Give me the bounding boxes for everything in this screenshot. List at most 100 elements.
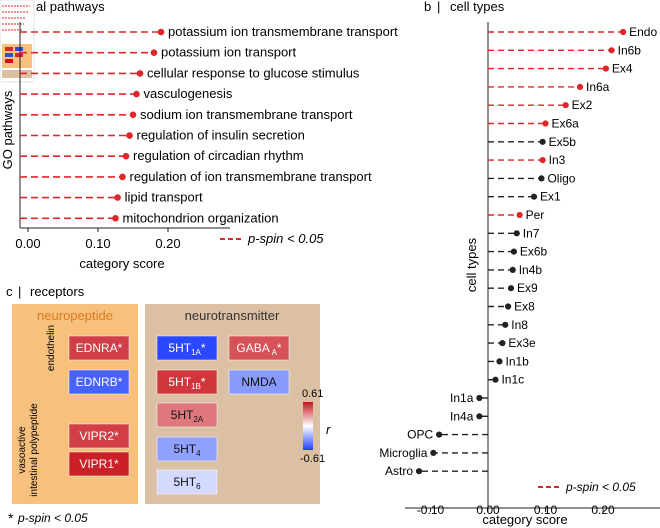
celltype-label: In1a xyxy=(450,391,474,405)
celltype-label: OPC xyxy=(407,428,433,442)
panel-c-title: receptors xyxy=(30,284,85,299)
group-vip-line1: vasoactive xyxy=(17,426,28,474)
celltype-label: Astro xyxy=(385,464,413,478)
celltype-label: Ex3e xyxy=(508,336,536,350)
colorbar-max: 0.61 xyxy=(302,388,323,400)
pathway-point xyxy=(122,152,130,160)
receptor-tile xyxy=(68,451,130,477)
celltype-label: Per xyxy=(526,208,545,222)
celltype-point xyxy=(602,65,609,72)
pathway-label: regulation of insulin secretion xyxy=(137,128,305,143)
pathway-point xyxy=(136,70,144,77)
celltype-point xyxy=(476,394,483,402)
panel-a-ylabel: GO pathways xyxy=(0,90,15,169)
receptor-label: VIPR1* xyxy=(79,457,119,471)
celltype-label: In8 xyxy=(511,318,528,332)
receptor-tile xyxy=(156,335,218,361)
receptor-label: NMDA xyxy=(241,375,276,389)
celltype-label: Ex6a xyxy=(552,117,580,131)
panel-a-xlabel: category score xyxy=(79,256,164,271)
group-vip-line2: intestinal polypeptide xyxy=(29,403,40,497)
receptor-label: 5HT4 xyxy=(173,442,201,458)
celltype-label: Ex8 xyxy=(514,300,535,314)
receptor-tile xyxy=(228,369,290,395)
panel-c-heatmap: c | receptors neuropeptide neurotransmit… xyxy=(6,284,331,526)
neurotransmitter-title: neurotransmitter xyxy=(185,308,280,323)
panel-a-xtick-label: 0.00 xyxy=(15,236,40,251)
celltype-point xyxy=(507,285,515,292)
colorbar xyxy=(303,402,313,450)
receptor-label: 5HT1B* xyxy=(168,375,205,391)
panel-b-chart: b | cell types cell types Endo In6b Ex4In6… xyxy=(379,0,660,527)
panel-a-title: al pathways xyxy=(36,0,105,14)
celltype-label: In6a xyxy=(586,80,610,94)
colorbar-min: -0.61 xyxy=(300,453,325,465)
celltype-point xyxy=(492,376,499,383)
pathway-point xyxy=(119,173,126,181)
celltype-label: Ex9 xyxy=(517,281,538,295)
celltype-label: In7 xyxy=(523,226,540,240)
celltype-label: Ex2 xyxy=(572,98,593,112)
pathway-point xyxy=(126,132,133,139)
receptor-tile xyxy=(156,469,218,495)
celltype-label: Ex6b xyxy=(520,245,548,259)
panel-b-separator: | xyxy=(437,0,440,14)
pathway-label: potassium ion transport xyxy=(161,45,297,60)
panel-b-xtick-label: 0.10 xyxy=(534,503,558,517)
pathway-point xyxy=(150,49,158,56)
celltype-point xyxy=(509,266,516,273)
panel-a-xtick-label: 0.10 xyxy=(85,236,110,251)
celltype-point xyxy=(430,449,437,456)
receptor-label: 5HT2A xyxy=(171,408,204,424)
pathway-label: cellular response to glucose stimulus xyxy=(147,65,360,80)
panel-b-label: b xyxy=(424,0,431,14)
celltype-label: Endo xyxy=(629,25,657,39)
pathway-label: potassium ion transmembrane transport xyxy=(168,24,398,39)
receptor-tile xyxy=(68,369,130,395)
pathway-label: lipid transport xyxy=(125,190,203,205)
celltype-point xyxy=(499,340,506,347)
pathway-label: vasculogenesis xyxy=(144,86,233,101)
celltype-point xyxy=(510,248,517,255)
panel-b-xtick-label: -0.10 xyxy=(417,503,445,517)
panel-b-xtick-label: 0.00 xyxy=(476,503,500,517)
celltype-label: In4a xyxy=(450,409,474,423)
pathway-point xyxy=(129,111,137,119)
receptor-label: VIPR2* xyxy=(79,429,119,443)
celltype-point xyxy=(542,120,549,127)
footnote-star: * xyxy=(8,510,14,526)
celltype-point xyxy=(530,193,538,200)
panel-c-separator: | xyxy=(18,284,21,299)
celltype-point xyxy=(436,431,443,438)
pathway-label: sodium ion transmembrane transport xyxy=(140,107,353,122)
group-endothelin: endothelin xyxy=(46,325,57,371)
panel-b-title: cell types xyxy=(450,0,505,14)
celltype-point xyxy=(608,47,615,54)
panel-b-xlabel: category score xyxy=(482,512,567,527)
celltype-label: In3 xyxy=(549,153,566,167)
celltype-label: Ex4 xyxy=(612,62,633,76)
celltype-point xyxy=(620,28,627,36)
pathway-point xyxy=(112,215,119,222)
celltype-label: In4b xyxy=(519,263,543,277)
receptor-tile xyxy=(68,423,130,449)
neuropeptide-title: neuropeptide xyxy=(37,308,113,323)
colorbar-label: r xyxy=(326,422,331,437)
celltype-point xyxy=(513,230,520,237)
celltype-point xyxy=(505,303,512,310)
panel-b-xtick-label: 0.20 xyxy=(591,503,615,517)
receptor-tile xyxy=(156,436,218,462)
pathway-label: regulation of ion transmembrane transpor… xyxy=(130,169,372,184)
celltype-label: In1c xyxy=(501,373,524,387)
panel-b-legend: p-spin < 0.05 xyxy=(565,480,636,494)
panel-a-xtick-label: 0.20 xyxy=(155,236,180,251)
pathway-point xyxy=(114,194,121,201)
receptor-tile xyxy=(156,369,218,395)
celltype-point xyxy=(562,102,569,109)
celltype-point xyxy=(502,321,509,328)
pathway-label: mitochondrion organization xyxy=(123,210,279,225)
celltype-point xyxy=(576,83,584,90)
receptor-tile xyxy=(156,402,218,428)
celltype-label: Microglia xyxy=(379,446,427,460)
pathway-point xyxy=(157,28,165,36)
